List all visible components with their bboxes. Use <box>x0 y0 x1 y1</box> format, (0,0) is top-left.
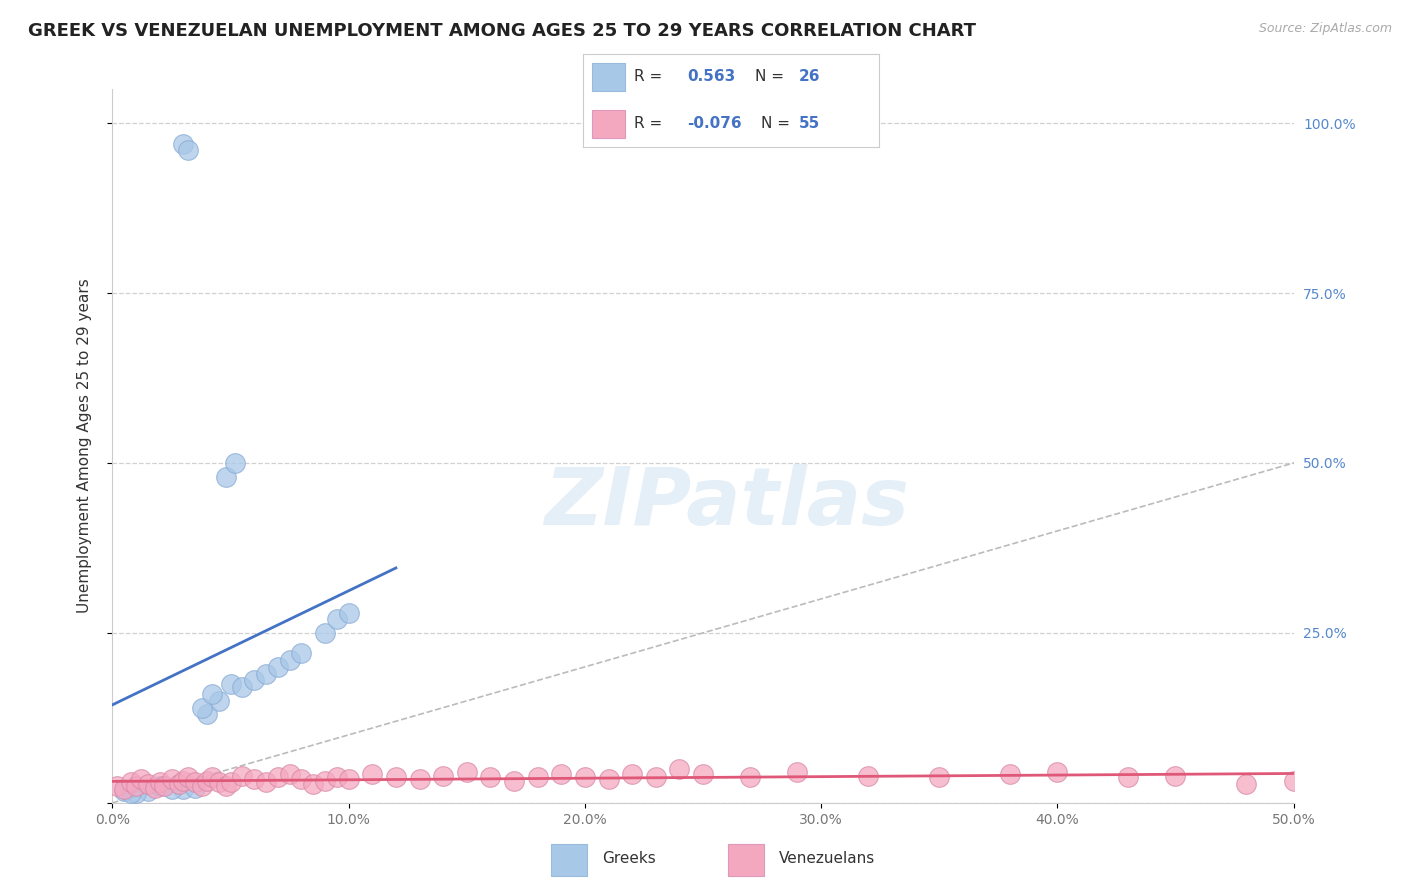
Point <box>621 767 644 781</box>
FancyBboxPatch shape <box>592 63 624 91</box>
Point <box>112 782 135 797</box>
Point <box>125 786 148 800</box>
Point <box>160 772 183 786</box>
Y-axis label: Unemployment Among Ages 25 to 29 years: Unemployment Among Ages 25 to 29 years <box>77 278 91 614</box>
Point <box>1046 765 1069 780</box>
Point <box>136 783 159 797</box>
Point <box>231 769 253 783</box>
Point <box>644 770 666 784</box>
Text: N =: N = <box>761 116 794 131</box>
FancyBboxPatch shape <box>592 110 624 138</box>
Point <box>786 765 808 780</box>
Point <box>928 770 950 784</box>
Point <box>129 772 152 786</box>
Point <box>184 780 207 795</box>
Point <box>191 779 214 793</box>
Point <box>385 770 408 784</box>
Point <box>574 770 596 784</box>
Point <box>337 606 360 620</box>
Text: -0.076: -0.076 <box>688 116 741 131</box>
Point <box>456 765 478 780</box>
Text: Source: ZipAtlas.com: Source: ZipAtlas.com <box>1258 22 1392 36</box>
Text: R =: R = <box>634 116 666 131</box>
Point <box>172 774 194 789</box>
Point <box>149 775 172 789</box>
Text: R =: R = <box>634 70 666 85</box>
Point <box>215 469 238 483</box>
Point <box>219 775 242 789</box>
Point <box>243 673 266 688</box>
FancyBboxPatch shape <box>551 844 586 876</box>
Point <box>254 775 277 789</box>
Point <box>201 770 224 784</box>
Point <box>858 769 880 783</box>
Point <box>184 775 207 789</box>
Text: N =: N = <box>755 70 789 85</box>
Point <box>598 772 620 786</box>
Point <box>432 769 454 783</box>
Point <box>143 780 166 795</box>
Text: 26: 26 <box>799 70 821 85</box>
Point <box>314 626 336 640</box>
Point <box>278 767 301 781</box>
Point <box>136 777 159 791</box>
Text: GREEK VS VENEZUELAN UNEMPLOYMENT AMONG AGES 25 TO 29 YEARS CORRELATION CHART: GREEK VS VENEZUELAN UNEMPLOYMENT AMONG A… <box>28 22 976 40</box>
Point <box>254 666 277 681</box>
Point <box>998 767 1021 781</box>
Point <box>153 779 176 793</box>
Point <box>408 772 430 786</box>
Point <box>668 762 690 776</box>
Point <box>692 767 714 781</box>
Point <box>215 779 238 793</box>
Point <box>1116 770 1139 784</box>
Point <box>326 770 349 784</box>
Point <box>149 779 172 793</box>
Point <box>160 782 183 797</box>
Point <box>337 772 360 786</box>
Point <box>167 777 190 791</box>
Point <box>550 767 572 781</box>
Point <box>290 772 312 786</box>
Text: Greeks: Greeks <box>602 851 655 866</box>
Point <box>208 694 231 708</box>
Point <box>231 680 253 694</box>
Point <box>201 687 224 701</box>
Point <box>191 700 214 714</box>
Point <box>267 770 290 784</box>
Point <box>120 786 142 800</box>
Text: Venezuelans: Venezuelans <box>779 851 875 866</box>
Point <box>224 456 246 470</box>
Point <box>125 779 148 793</box>
Text: 0.563: 0.563 <box>688 70 735 85</box>
Point <box>267 660 290 674</box>
Point <box>208 775 231 789</box>
Point <box>243 772 266 786</box>
Point <box>195 774 218 789</box>
Point <box>120 775 142 789</box>
Point <box>1164 769 1187 783</box>
Point <box>302 777 325 791</box>
Text: 55: 55 <box>799 116 820 131</box>
Point <box>195 707 218 722</box>
Point <box>503 774 526 789</box>
Point <box>172 136 194 151</box>
Point <box>219 677 242 691</box>
Point <box>314 774 336 789</box>
Point <box>1282 774 1305 789</box>
Point <box>290 646 312 660</box>
FancyBboxPatch shape <box>728 844 763 876</box>
Text: ZIPatlas: ZIPatlas <box>544 464 910 542</box>
Point <box>177 770 200 784</box>
Point <box>177 144 200 158</box>
Point <box>526 770 548 784</box>
Point <box>479 770 502 784</box>
Point <box>278 653 301 667</box>
Point <box>361 767 384 781</box>
Point <box>740 770 762 784</box>
Point <box>105 779 128 793</box>
Point <box>1234 777 1257 791</box>
Point <box>326 612 349 626</box>
Point <box>112 783 135 797</box>
Point <box>172 782 194 797</box>
